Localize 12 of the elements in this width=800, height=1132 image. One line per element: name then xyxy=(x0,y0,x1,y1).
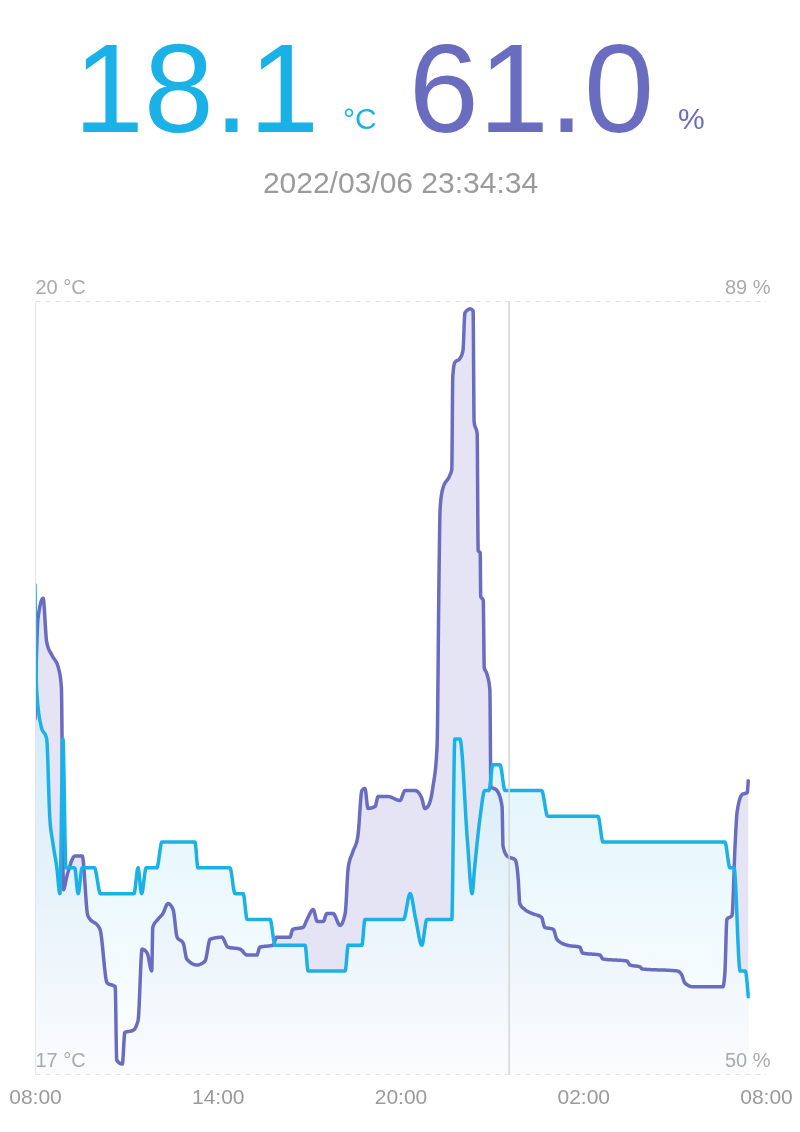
x-tick-label: 14:00 xyxy=(191,1084,245,1108)
y-tick-label: 17 °C xyxy=(35,1048,86,1071)
x-tick-label: 02:00 xyxy=(557,1084,611,1108)
x-tick-label: 08:00 xyxy=(9,1084,62,1108)
y-tick-label: 20 °C xyxy=(35,275,86,298)
x-tick-label: 08:00 xyxy=(740,1084,793,1108)
y2-tick-label: 89 % xyxy=(724,275,771,298)
text: 61.0 % xyxy=(408,18,705,159)
y2-tick-label: 50 % xyxy=(724,1048,771,1071)
text: 18.1 °C xyxy=(73,18,377,159)
x-tick-label: 20:00 xyxy=(374,1084,428,1108)
text: 2022/03/06 23:34:34 xyxy=(262,166,539,199)
